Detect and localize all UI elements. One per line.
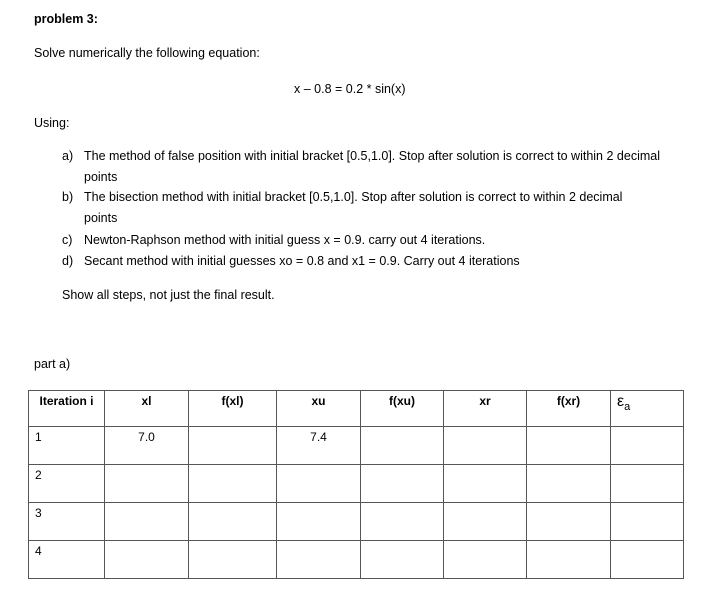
header-fxu: f(xu) <box>360 390 444 427</box>
table-cell <box>104 464 189 503</box>
item-label: d) <box>62 254 74 268</box>
table-cell <box>610 464 684 503</box>
item-label: a) <box>62 149 74 163</box>
table-cell <box>188 464 277 503</box>
equation: x – 0.8 = 0.2 * sin(x) <box>294 82 406 96</box>
table-cell <box>443 540 527 579</box>
table-cell <box>610 502 684 541</box>
table-cell <box>360 540 444 579</box>
table-cell <box>188 502 277 541</box>
table-cell <box>276 464 361 503</box>
table-cell <box>276 540 361 579</box>
header-fxr: f(xr) <box>526 390 611 427</box>
table-cell <box>443 426 527 465</box>
table-cell <box>610 540 684 579</box>
table-cell: 3 <box>28 502 105 541</box>
table-cell <box>360 464 444 503</box>
table-cell: 2 <box>28 464 105 503</box>
problem-title: problem 3: <box>34 12 98 26</box>
table-cell <box>104 540 189 579</box>
table-row: 4 <box>28 540 684 579</box>
table-cell: 7.0 <box>104 426 189 465</box>
table-row: 3 <box>28 502 684 541</box>
table-row: 1 7.0 7.4 <box>28 426 684 465</box>
table-cell <box>188 540 277 579</box>
table-cell <box>610 426 684 465</box>
table-cell: 7.4 <box>276 426 361 465</box>
header-xl: xl <box>104 390 189 427</box>
table-cell <box>443 464 527 503</box>
table-cell <box>526 540 611 579</box>
item-label: c) <box>62 233 73 247</box>
table-cell <box>526 426 611 465</box>
table-row: 2 <box>28 464 684 503</box>
item-text: The bisection method with initial bracke… <box>84 190 623 225</box>
table-cell <box>188 426 277 465</box>
list-item: b) The bisection method with initial bra… <box>62 187 682 229</box>
table-cell: 1 <box>28 426 105 465</box>
table-cell: 4 <box>28 540 105 579</box>
header-xr: xr <box>443 390 527 427</box>
table-cell <box>526 502 611 541</box>
iteration-table: Iteration i xl f(xl) xu f(xu) xr f(xr) ε… <box>28 390 684 579</box>
item-label: b) <box>62 190 74 204</box>
header-error: εa <box>610 390 684 427</box>
table-header-row: Iteration i xl f(xl) xu f(xu) xr f(xr) ε… <box>28 390 684 427</box>
table-cell <box>526 464 611 503</box>
header-xu: xu <box>276 390 361 427</box>
using-label: Using: <box>34 116 70 130</box>
table-cell <box>104 502 189 541</box>
header-iteration: Iteration i <box>28 390 105 427</box>
epsilon-subscript: a <box>624 401 631 414</box>
header-fxl: f(xl) <box>188 390 277 427</box>
table-cell <box>276 502 361 541</box>
table-cell <box>443 502 527 541</box>
note-text: Show all steps, not just the final resul… <box>62 288 275 302</box>
list-item: a) The method of false position with ini… <box>62 146 682 188</box>
epsilon-symbol: ε <box>617 393 625 410</box>
table-cell <box>360 426 444 465</box>
part-label: part a) <box>34 357 71 371</box>
table-cell <box>360 502 444 541</box>
item-text: Secant method with initial guesses xo = … <box>84 254 520 268</box>
item-text: Newton-Raphson method with initial guess… <box>84 233 486 247</box>
item-text: The method of false position with initia… <box>84 149 660 184</box>
intro-text: Solve numerically the following equation… <box>34 46 260 60</box>
